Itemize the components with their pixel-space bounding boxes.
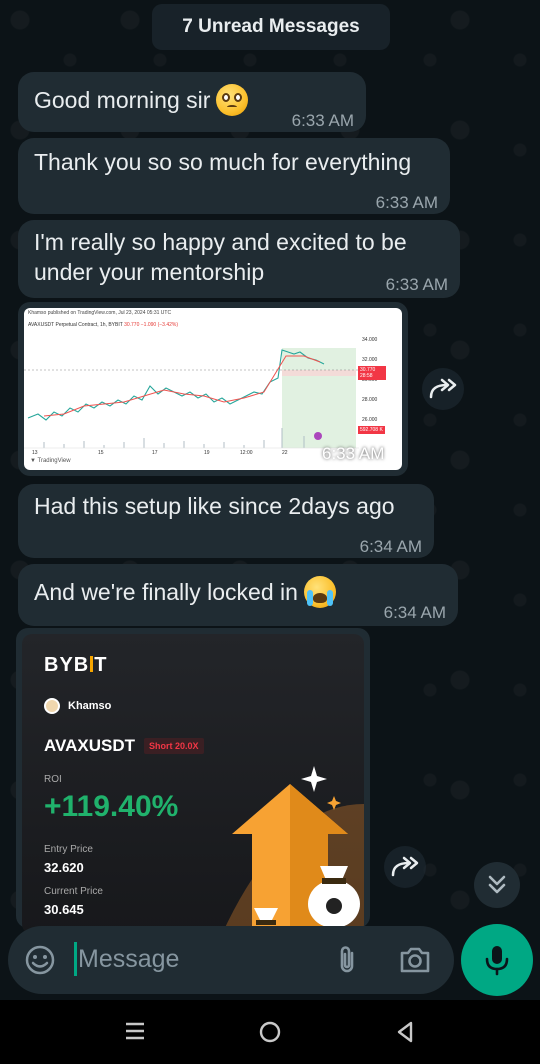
chart-symbol: AVAXUSDT Perpetual Contract, 1h, BYBIT	[28, 322, 123, 328]
unread-messages-banner: 7 Unread Messages	[152, 4, 390, 50]
message-bubble[interactable]: Good morning sir 6:33 AM	[18, 72, 366, 132]
home-circle-icon	[259, 1021, 281, 1043]
current-price-value: 30.645	[44, 902, 84, 917]
current-price-label: Current Price	[44, 886, 103, 897]
message-text: Thank you so so much for everything	[34, 149, 412, 175]
sparkle-icon	[301, 766, 327, 792]
y-tick-label: 30.000	[362, 377, 378, 383]
unread-banner-text: 7 Unread Messages	[182, 16, 360, 37]
loudly-crying-face-emoji	[303, 576, 336, 608]
tradingview-logo-text: TradingView	[37, 458, 71, 464]
chart-header: Khamso published on TradingView.com, Jul…	[28, 310, 172, 316]
roi-label: ROI	[44, 774, 62, 785]
tradingview-logo-icon: ▼	[30, 458, 36, 464]
message-text: Had this setup like since 2days ago	[34, 493, 395, 519]
message-bubble[interactable]: And we're finally locked in 6:34 AM	[18, 564, 458, 626]
price-chart-svg	[24, 348, 359, 449]
x-tick-label: 17	[152, 450, 158, 456]
message-input[interactable]: Message	[78, 945, 180, 973]
chart-image-message[interactable]: Khamso published on TradingView.com, Jul…	[18, 302, 408, 476]
home-button[interactable]	[258, 1020, 282, 1049]
entry-price-value: 32.620	[44, 860, 84, 875]
forward-button[interactable]	[384, 846, 426, 888]
avatar	[44, 698, 60, 714]
x-tick-label: 13	[32, 450, 38, 456]
money-bag-small-icon	[254, 908, 278, 925]
scroll-to-bottom-button[interactable]	[474, 862, 520, 908]
message-bubble[interactable]: I'm really so happy and excited to be un…	[18, 220, 460, 298]
system-navigation-bar	[0, 1000, 540, 1064]
text-cursor	[74, 942, 77, 976]
chart-y-axis: 34.000 32.000 30.000 28.000 26.000	[362, 330, 377, 430]
forward-icon	[429, 378, 457, 399]
emoji-icon[interactable]	[24, 944, 56, 976]
message-text-line-2: under your mentorship	[34, 259, 265, 285]
message-time: 6:33 AM	[385, 275, 448, 294]
trading-pair: AVAXUSDT	[44, 736, 135, 755]
chart-stop-tag: 592.708 K	[358, 426, 385, 434]
entry-price-label: Entry Price	[44, 844, 93, 855]
bybit-username: Khamso	[68, 700, 112, 712]
double-chevron-down-icon	[488, 875, 506, 894]
y-tick-label: 34.000	[362, 337, 378, 343]
message-content: And we're finally locked in	[34, 576, 336, 610]
message-bubble[interactable]: Had this setup like since 2days ago 6:34…	[18, 484, 434, 558]
bybit-logo-right: T	[94, 654, 108, 676]
message-composer[interactable]: Message	[8, 926, 454, 994]
roi-value: +119.40%	[44, 790, 179, 823]
back-triangle-icon	[397, 1021, 413, 1043]
x-tick-label: 12:00	[240, 450, 253, 456]
voice-message-button[interactable]	[461, 924, 533, 996]
tradingview-logo: ▼ TradingView	[30, 458, 71, 464]
message-text: And we're finally locked in	[34, 579, 298, 606]
sparkle-small-icon	[327, 796, 341, 810]
chart-price-tag: 30.770 28:58	[358, 366, 386, 380]
message-bubble[interactable]: Thank you so so much for everything 6:33…	[18, 138, 450, 214]
money-bag-icon	[308, 866, 360, 928]
bybit-logo: BYB T	[44, 654, 107, 677]
x-tick-label: 19	[204, 450, 210, 456]
message-time: 6:33 AM	[322, 444, 385, 463]
forward-icon	[391, 856, 419, 877]
x-tick-label: 15	[98, 450, 104, 456]
bybit-logo-mark	[90, 656, 94, 672]
back-button[interactable]	[394, 1020, 416, 1049]
take-profit-zone	[282, 348, 356, 448]
bybit-logo-left: BYB	[44, 654, 90, 676]
chart-price-change: 30.770 −1.090 (−3.42%)	[124, 322, 179, 328]
position-badge: Short 20.0X	[144, 738, 204, 754]
tradingview-chart[interactable]: Khamso published on TradingView.com, Jul…	[24, 308, 402, 470]
menu-lines-icon	[126, 1022, 144, 1040]
y-tick-label: 26.000	[362, 417, 378, 423]
chart-symbol-line: AVAXUSDT Perpetual Contract, 1h, BYBIT 3…	[28, 322, 178, 328]
microphone-icon	[485, 946, 509, 976]
message-text: Good morning sir	[34, 87, 211, 114]
x-tick-label: 22	[282, 450, 288, 456]
message-content: Good morning sir	[34, 84, 249, 118]
message-time: 6:33 AM	[291, 111, 354, 130]
bybit-pnl-card[interactable]: BYB T Khamso AVAXUSDT Short 20.0X ROI +11…	[22, 634, 364, 934]
message-time: 6:34 AM	[383, 603, 446, 622]
camera-icon[interactable]	[398, 944, 432, 976]
chart-event-marker	[314, 432, 322, 440]
forward-button[interactable]	[422, 368, 464, 410]
message-time: 6:34 AM	[359, 537, 422, 556]
message-text-line-1: I'm really so happy and excited to be	[34, 229, 407, 255]
volume-bars	[43, 428, 305, 448]
y-tick-label: 32.000	[362, 357, 378, 363]
stop-zone	[282, 370, 356, 376]
recent-apps-button[interactable]	[124, 1020, 146, 1047]
y-tick-label: 28.000	[362, 397, 378, 403]
bybit-illustration	[222, 766, 364, 934]
bybit-user: Khamso	[44, 698, 111, 714]
attachment-icon[interactable]	[334, 944, 360, 976]
pleading-face-emoji	[216, 84, 249, 116]
price-tag-value: 30.770	[360, 367, 376, 373]
message-time: 6:33 AM	[375, 193, 438, 212]
price-tag-sub: 28:58	[360, 373, 373, 379]
